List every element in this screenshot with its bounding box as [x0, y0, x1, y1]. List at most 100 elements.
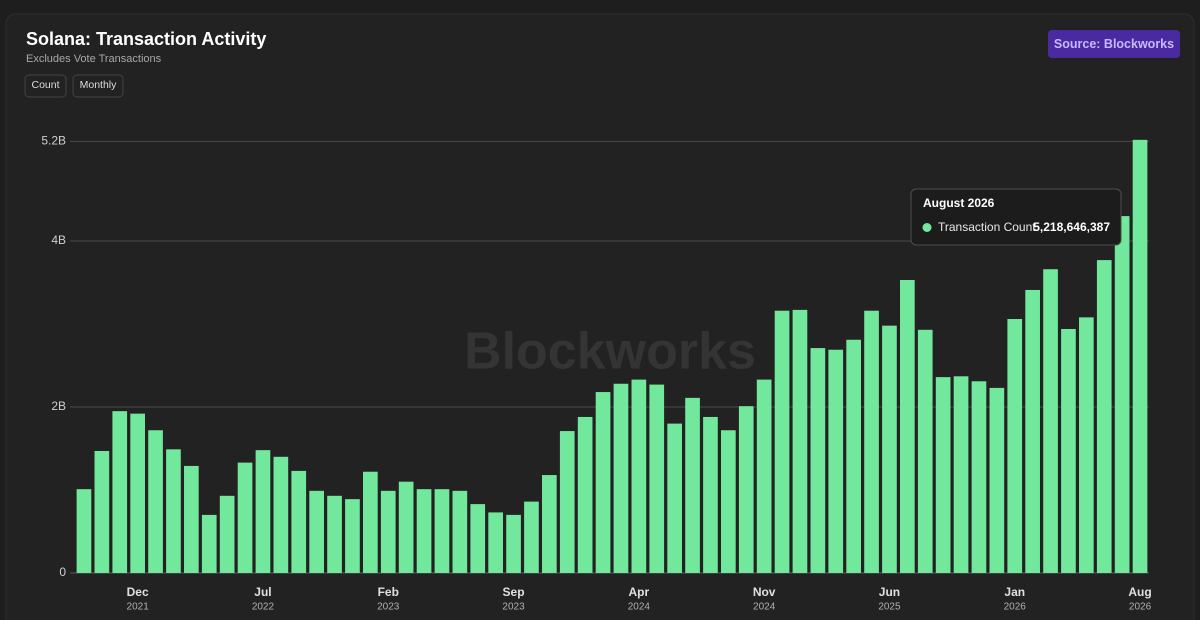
tooltip-series-name: Transaction Count	[938, 220, 1036, 234]
bar	[559, 431, 575, 573]
bar	[94, 450, 110, 573]
x-tick-year: 2024	[628, 602, 651, 613]
watermark: Blockworks	[464, 323, 756, 381]
subtitle: Excludes Vote Transactions	[26, 53, 162, 65]
bar	[577, 416, 593, 573]
bar	[452, 490, 468, 573]
bar	[792, 309, 808, 573]
bar	[828, 349, 844, 573]
bar	[917, 329, 933, 573]
bar	[1025, 289, 1040, 573]
x-tick-label: Dec	[127, 585, 149, 599]
bar	[184, 465, 199, 573]
x-tick-label: Jan	[1004, 585, 1025, 599]
bar	[148, 430, 163, 573]
y-tick-label: 5.2B	[41, 134, 66, 148]
bar	[738, 406, 754, 573]
bar	[255, 450, 271, 573]
bar	[810, 348, 826, 573]
bar	[935, 377, 951, 573]
x-tick-year: 2022	[252, 602, 275, 613]
bar	[846, 339, 861, 573]
plot-area: 0 2B 4B 5.2B Dec 2021 Jul 2022 Feb 2023 Sep 2023 Apr…	[41, 134, 1151, 613]
bar	[1079, 317, 1094, 573]
x-tick-year: 2025	[878, 602, 901, 613]
x-tick-year: 2026	[1004, 602, 1027, 613]
tooltip-box	[910, 188, 1122, 246]
tooltip-title: August 2026	[923, 196, 995, 210]
bar	[1114, 216, 1130, 573]
bar	[166, 449, 181, 573]
monthly-button-label[interactable]: Monthly	[80, 79, 118, 91]
x-tick-label: Nov	[753, 585, 776, 599]
bar	[703, 416, 718, 573]
x-tick-label: Sep	[503, 585, 525, 599]
count-button[interactable]	[24, 74, 67, 98]
tooltip-value: 5,218,646,387	[1033, 220, 1110, 234]
x-tick-label: Aug	[1128, 585, 1151, 599]
bar	[971, 381, 987, 573]
y-tick-label: 2B	[51, 399, 66, 413]
bar	[130, 413, 145, 573]
source-button-label[interactable]: Source: Blockworks	[1054, 37, 1174, 51]
bar	[327, 495, 342, 573]
bar	[631, 379, 647, 573]
bar	[488, 512, 503, 573]
bar	[470, 504, 486, 573]
count-button-label[interactable]: Count	[31, 79, 59, 91]
bar	[201, 514, 217, 573]
bar	[291, 470, 307, 573]
title: Solana: Transaction Activity	[26, 29, 266, 49]
x-tick-label: Feb	[378, 585, 399, 599]
tooltip-legend-dot	[922, 223, 932, 232]
x-tick-year: 2021	[127, 602, 150, 613]
bar	[774, 310, 790, 573]
tooltip: August 2026 Transaction Count5,218,646,38…	[910, 188, 1122, 246]
bar	[542, 475, 557, 573]
bar	[363, 471, 378, 573]
bar	[237, 462, 253, 573]
bar	[756, 379, 772, 573]
bar	[882, 325, 897, 573]
card	[5, 13, 1195, 620]
bar	[595, 392, 611, 573]
x-tick-label: Jul	[254, 585, 271, 599]
bar	[1096, 260, 1112, 573]
bar	[900, 280, 915, 573]
bar	[649, 384, 665, 573]
x-tick-year: 2026	[1129, 602, 1152, 613]
bar	[434, 489, 450, 573]
bar	[1132, 139, 1148, 573]
bar	[953, 376, 969, 573]
x-tick-label: Jun	[879, 585, 900, 599]
bar	[112, 411, 128, 573]
bar	[219, 495, 235, 573]
bar	[345, 499, 360, 573]
bar	[989, 387, 1005, 573]
x-tick-year: 2023	[377, 602, 400, 613]
bar	[1007, 319, 1023, 573]
bar	[380, 490, 396, 573]
bar	[667, 423, 682, 573]
bar	[524, 501, 539, 573]
source-button[interactable]	[1048, 30, 1180, 58]
bar	[721, 430, 736, 573]
bar	[398, 481, 414, 573]
monthly-button[interactable]	[72, 74, 124, 98]
bar	[1061, 328, 1076, 573]
bar	[76, 489, 92, 573]
bar	[416, 489, 432, 573]
bar	[309, 490, 324, 573]
y-tick-label: 0	[59, 565, 66, 579]
y-tick-label: 4B	[51, 233, 66, 247]
x-tick-label: Apr	[629, 585, 650, 599]
bar	[864, 310, 879, 573]
bar	[1043, 269, 1058, 573]
bar	[613, 383, 629, 573]
x-tick-year: 2023	[502, 602, 525, 613]
bar	[506, 514, 521, 573]
bar	[685, 397, 700, 573]
x-tick-year: 2024	[753, 602, 776, 613]
